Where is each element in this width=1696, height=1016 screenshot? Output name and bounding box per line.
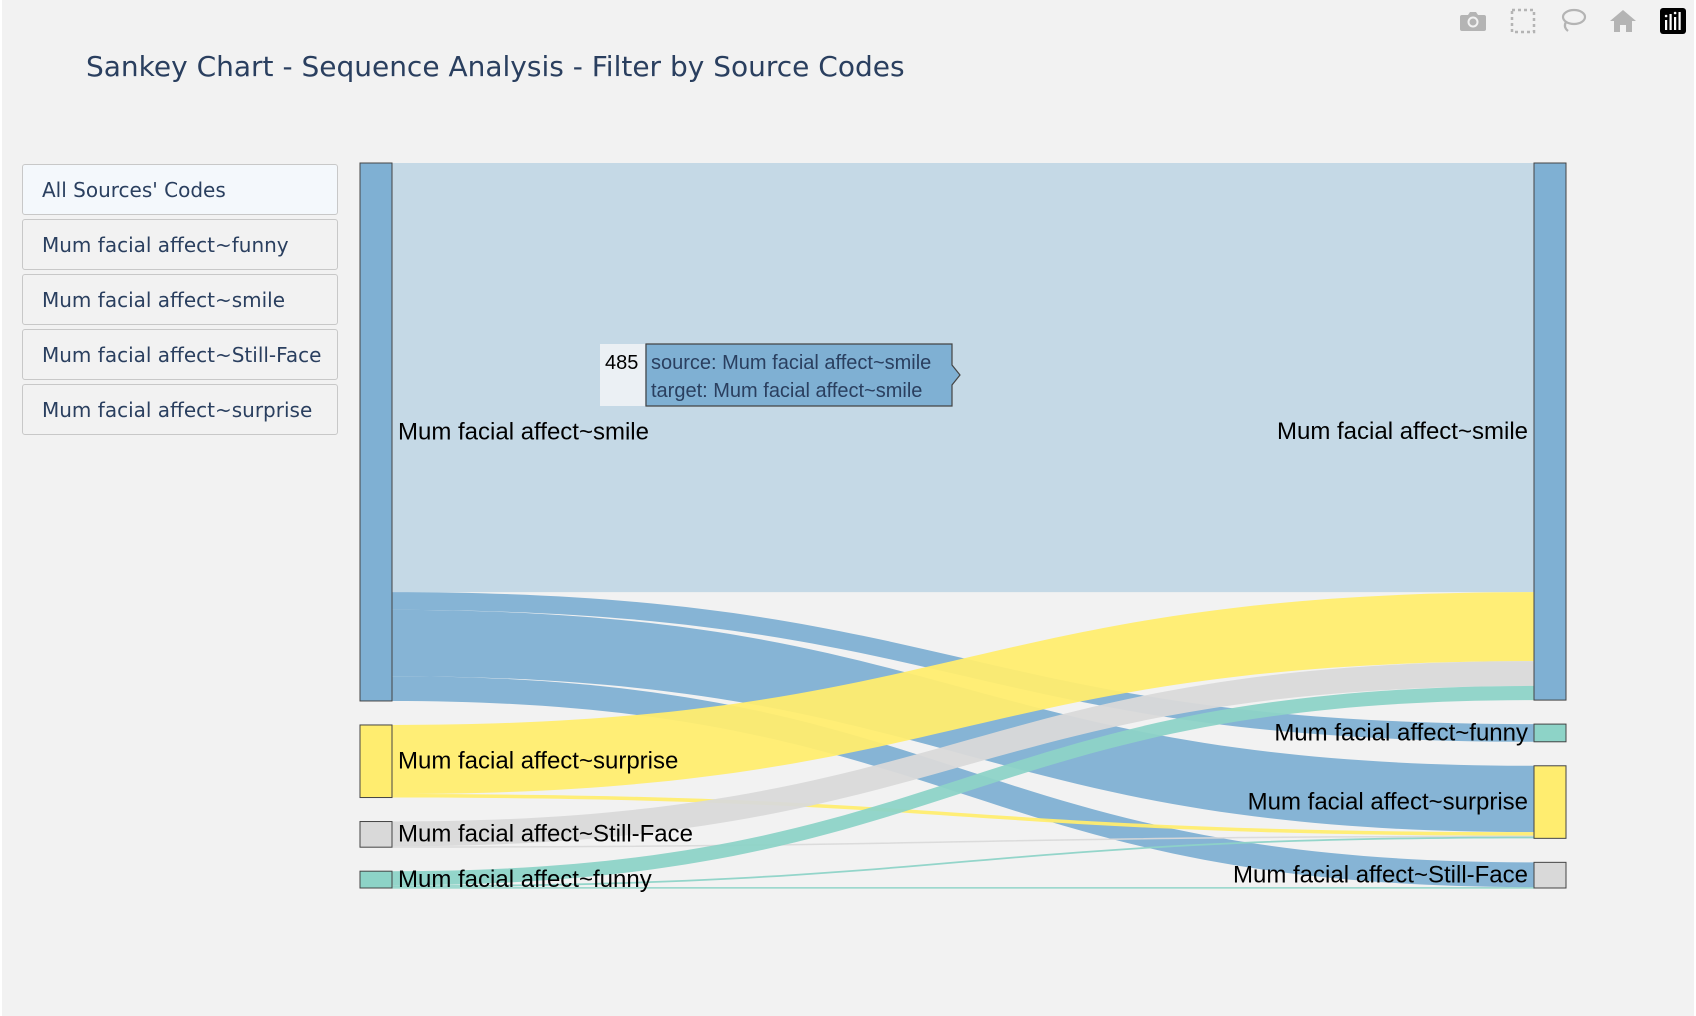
- modebar: [1458, 6, 1688, 36]
- filter-button-funny[interactable]: Mum facial affect~funny: [22, 219, 338, 270]
- sankey-node-label-tgt-smile: Mum facial affect~smile: [1277, 418, 1528, 445]
- sankey-node-tgt-funny[interactable]: [1533, 723, 1567, 743]
- sankey-node-src-stillface[interactable]: [359, 821, 393, 848]
- sankey-link-funny-to-smile[interactable]: [392, 685, 1534, 886]
- sankey-node-label-src-surprise: Mum facial affect~surprise: [398, 748, 678, 775]
- lasso-select-icon[interactable]: [1558, 6, 1588, 36]
- tooltip-value: 485: [605, 352, 638, 374]
- sankey-node-label-src-smile: Mum facial affect~smile: [398, 418, 649, 445]
- plotly-logo-icon[interactable]: [1658, 6, 1688, 36]
- sankey-node-src-surprise[interactable]: [359, 724, 393, 799]
- tooltip-target: target: Mum facial affect~smile: [651, 380, 922, 402]
- sankey-node-tgt-stillface[interactable]: [1533, 861, 1567, 889]
- sankey-link-surprise-to-smile[interactable]: [392, 592, 1534, 794]
- chart-title: Sankey Chart - Sequence Analysis - Filte…: [86, 50, 905, 83]
- sankey-link-stillface-to-smile[interactable]: [392, 661, 1534, 847]
- sankey-node-label-tgt-funny: Mum facial affect~funny: [1274, 719, 1528, 746]
- sankey-node-src-funny[interactable]: [359, 870, 393, 889]
- sankey-link-funny-to-surprise[interactable]: [392, 836, 1534, 888]
- filter-button-all-sources[interactable]: All Sources' Codes: [22, 164, 338, 215]
- hover-tooltip: 485 source: Mum facial affect~smile targ…: [600, 343, 961, 407]
- sankey-node-label-tgt-surprise: Mum facial affect~surprise: [1248, 788, 1528, 815]
- sankey-link-surprise-to-surprise[interactable]: [392, 793, 1534, 836]
- sankey-node-tgt-surprise[interactable]: [1533, 765, 1567, 839]
- filter-button-still-face[interactable]: Mum facial affect~Still-Face: [22, 329, 338, 380]
- sankey-node-src-smile[interactable]: [359, 162, 393, 702]
- sankey-link-funny-to-stillface[interactable]: [392, 887, 1534, 889]
- box-select-icon[interactable]: [1508, 6, 1538, 36]
- tooltip-source: source: Mum facial affect~smile: [651, 352, 931, 374]
- sankey-node-label-tgt-stillface: Mum facial affect~Still-Face: [1233, 862, 1528, 889]
- sankey-node-tgt-smile[interactable]: [1533, 162, 1567, 701]
- filter-button-surprise[interactable]: Mum facial affect~surprise: [22, 384, 338, 435]
- camera-icon[interactable]: [1458, 6, 1488, 36]
- filter-button-group: All Sources' Codes Mum facial affect~fun…: [22, 164, 338, 435]
- sankey-link-smile-to-smile[interactable]: [392, 163, 1534, 593]
- sankey-node-label-src-funny: Mum facial affect~funny: [398, 866, 652, 893]
- tooltip-box: [645, 343, 961, 407]
- home-icon[interactable]: [1608, 6, 1638, 36]
- sankey-link-stillface-to-surprise[interactable]: [392, 835, 1534, 848]
- filter-button-smile[interactable]: Mum facial affect~smile: [22, 274, 338, 325]
- tooltip-value-box: [600, 344, 645, 406]
- sankey-node-label-src-stillface: Mum facial affect~Still-Face: [398, 821, 693, 848]
